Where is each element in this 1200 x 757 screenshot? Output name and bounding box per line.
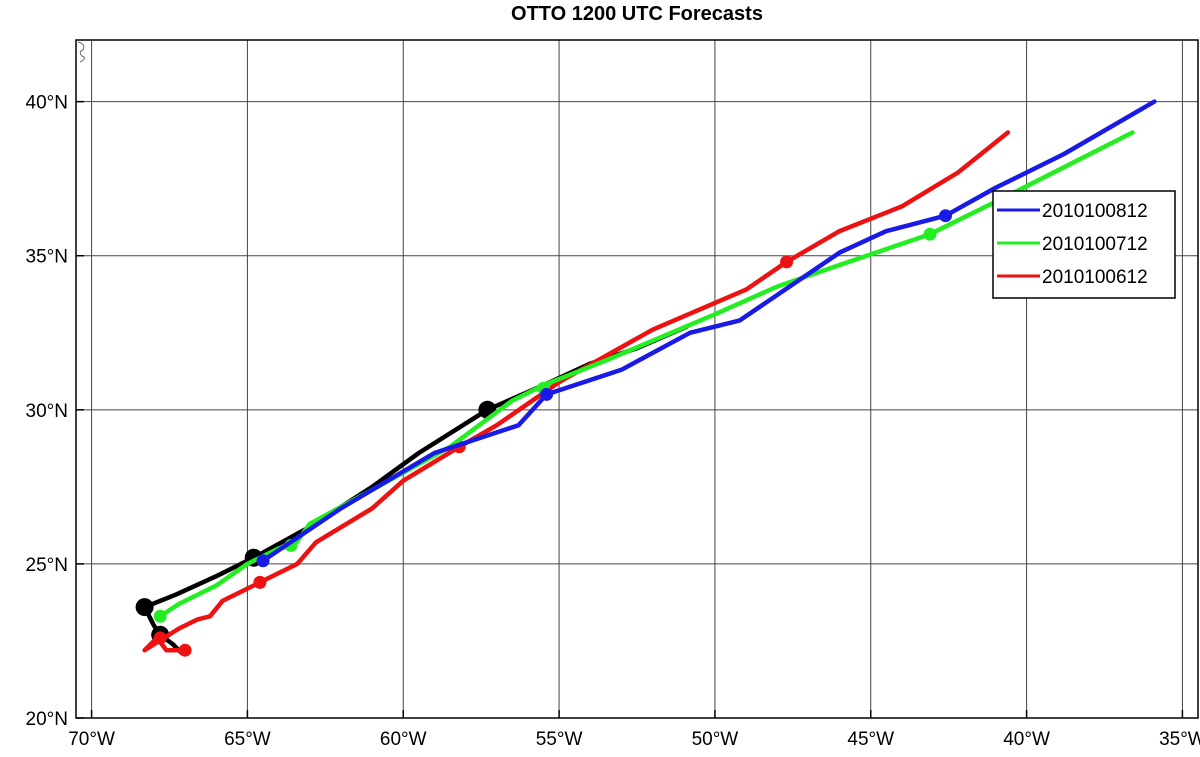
y-tick-label: 20°N	[26, 709, 68, 730]
track-marker-observed	[135, 598, 154, 617]
track-marker-2010100812	[540, 387, 554, 401]
grid-lines	[76, 40, 1198, 718]
y-tick-label: 35°N	[26, 247, 68, 268]
x-tick-label: 50°W	[692, 729, 739, 750]
track-line-2010100712	[157, 130, 1135, 619]
track-marker-2010100812	[256, 554, 270, 568]
x-tick-label: 45°W	[847, 729, 894, 750]
forecast-tracks	[135, 99, 1157, 657]
track-marker-2010100812	[939, 209, 952, 223]
track-marker-2010100712	[153, 609, 167, 623]
track-marker-2010100612	[253, 575, 267, 589]
legend-label: 2010100612	[1042, 267, 1148, 288]
track-marker-2010100612	[780, 255, 794, 269]
x-tick-label: 65°W	[224, 729, 271, 750]
x-tick-label: 40°W	[1003, 729, 1050, 750]
track-marker-2010100612	[153, 631, 167, 645]
track-line-2010100612	[142, 130, 1011, 653]
y-axis-ticks: 20°N 25°N 30°N 35°N 40°N	[26, 93, 84, 730]
x-tick-label: 35°W	[1159, 729, 1200, 750]
x-tick-label: 70°W	[68, 729, 115, 750]
chart-title: OTTO 1200 UTC Forecasts	[511, 3, 763, 25]
x-axis-ticks: 70°W 65°W 60°W 55°W 50°W 45°W 40°W 35°W	[68, 710, 1200, 750]
x-tick-label: 55°W	[536, 729, 583, 750]
y-tick-label: 30°N	[26, 401, 68, 422]
y-tick-label: 40°N	[26, 93, 68, 114]
y-tick-label: 25°N	[26, 555, 68, 576]
track-line-2010100812	[260, 99, 1157, 564]
coastline-fragment	[77, 41, 86, 63]
track-marker-2010100612	[178, 643, 192, 657]
track-marker-2010100712	[923, 227, 937, 241]
legend-label: 2010100712	[1042, 234, 1148, 255]
plot-frame	[75, 39, 1199, 719]
legend: 2010100812 2010100712 2010100612	[992, 190, 1176, 299]
legend-label: 2010100812	[1042, 201, 1148, 222]
x-tick-label: 60°W	[380, 729, 427, 750]
